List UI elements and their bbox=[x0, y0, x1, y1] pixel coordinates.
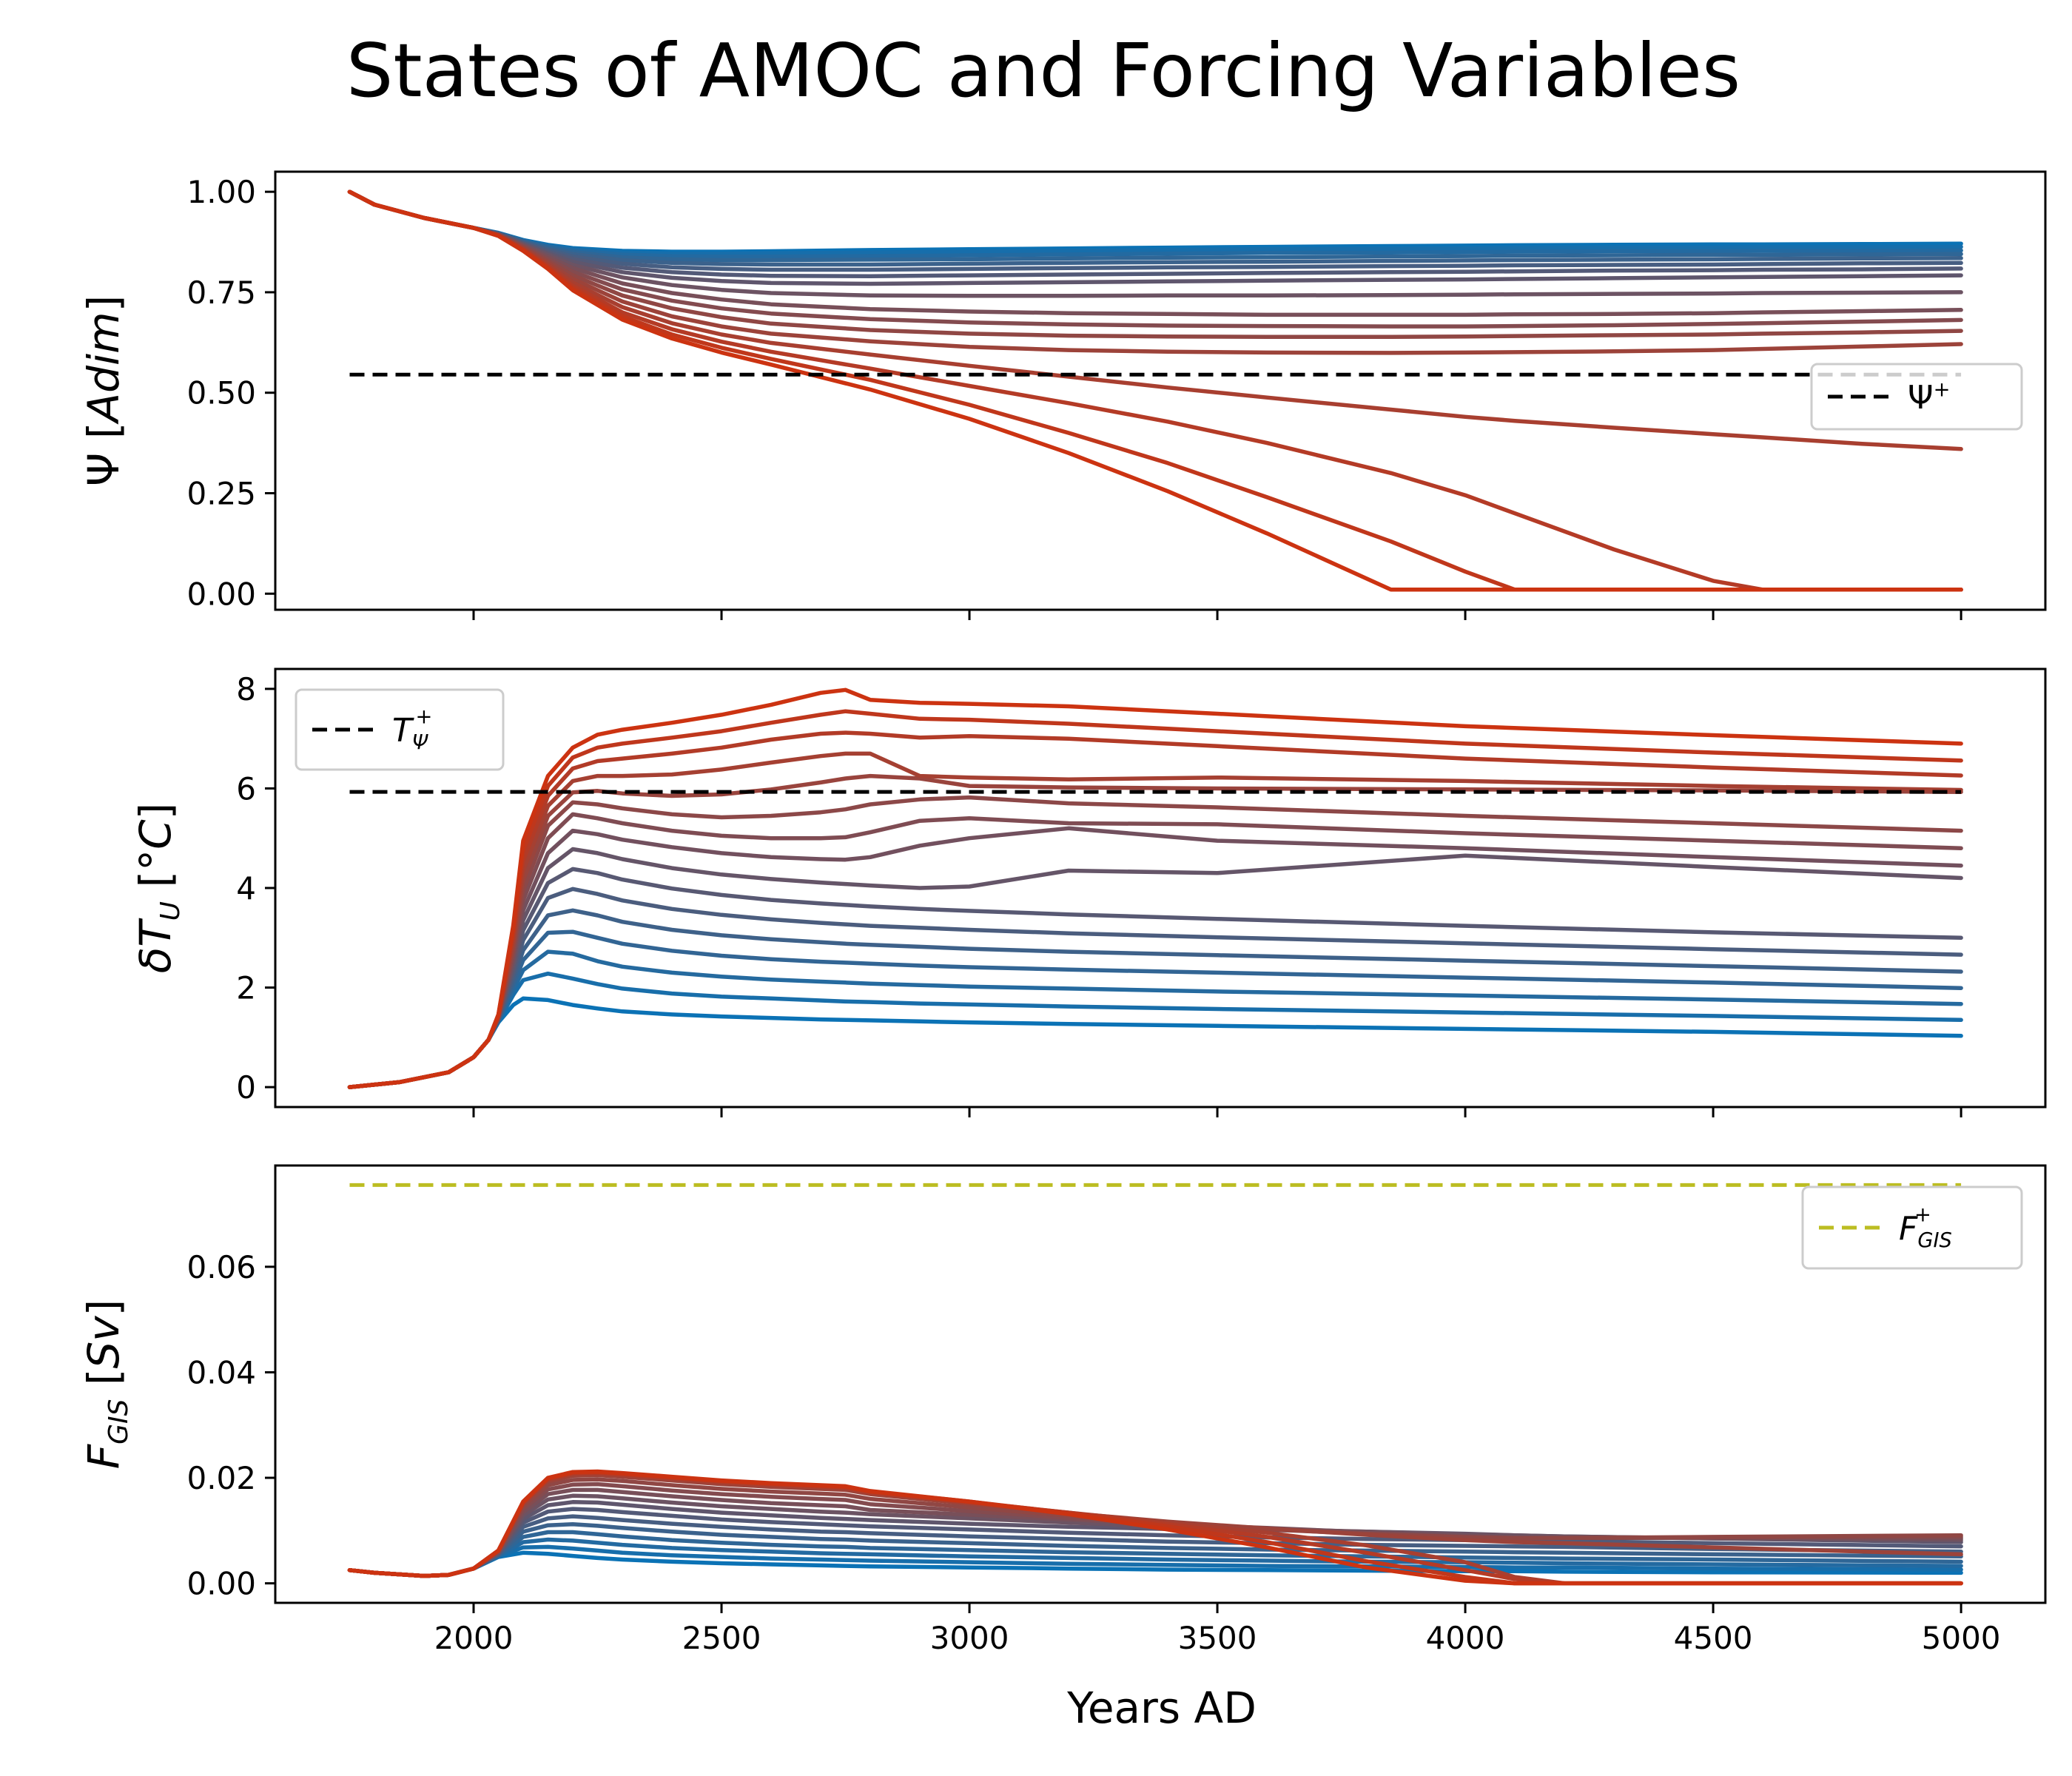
legend-box-bottom bbox=[1801, 1185, 2023, 1270]
legend-label-sup: + bbox=[1934, 379, 1951, 402]
x-tick-label-3500: 3500 bbox=[1178, 1620, 1257, 1656]
y-tick-label-bottom-3: 0.06 bbox=[186, 1249, 256, 1285]
legend-middle: TΨ + bbox=[295, 688, 505, 771]
x-tick-label-4000: 4000 bbox=[1426, 1620, 1505, 1656]
series-line-bottom-17 bbox=[347, 1469, 1963, 1586]
legend-label-sub: Ψ bbox=[412, 731, 428, 754]
y-axis-label-bottom-close: ] bbox=[78, 1299, 129, 1316]
y-axis-label-bottom-f: F bbox=[78, 1443, 129, 1469]
legend-bottom: FGIS + bbox=[1801, 1185, 2023, 1270]
panel-bottom: 2000 2500 3000 3500 4000 4500 5000 0.00 0.02 0.04… bbox=[78, 1164, 2047, 1656]
legend-label-sub: GIS bbox=[1917, 1229, 1951, 1252]
y-axis-label-middle-c: C bbox=[130, 819, 181, 850]
legend-top: Ψ+ bbox=[1810, 363, 2023, 431]
y-tick-label-bottom-1: 0.02 bbox=[186, 1460, 256, 1496]
figure-title: States of AMOC and Forcing Variables bbox=[346, 27, 1740, 114]
legend-label-sup: + bbox=[415, 705, 432, 728]
y-axis-label-middle-sub: U bbox=[155, 901, 186, 921]
y-tick-label-top-3: 0.75 bbox=[186, 275, 256, 311]
x-tick-label-5000: 5000 bbox=[1922, 1620, 2001, 1656]
y-axis-label-bottom: FGIS [Sv] bbox=[78, 1299, 134, 1470]
x-tick-label-2000: 2000 bbox=[434, 1620, 514, 1656]
y-tick-label-middle-4: 8 bbox=[236, 671, 256, 707]
series-lines-middle bbox=[347, 687, 1963, 1089]
legend-label-base: T bbox=[392, 712, 414, 750]
series-lines-top bbox=[347, 189, 1963, 592]
series-line-middle-16 bbox=[347, 687, 1963, 1089]
y-tick-label-top-4: 1.00 bbox=[186, 174, 256, 210]
axes-frame-top bbox=[274, 170, 2047, 611]
y-axis-label-middle-dt: δT bbox=[130, 918, 181, 973]
legend-label-bottom: FGIS + bbox=[1899, 1203, 1952, 1251]
y-axis-label-middle-close: ] bbox=[130, 803, 181, 820]
y-axis-label-middle-unit: [° bbox=[130, 850, 181, 901]
y-tick-label-bottom-2: 0.04 bbox=[186, 1354, 256, 1390]
y-tick-label-top-1: 0.25 bbox=[186, 475, 256, 511]
x-tick-label-4500: 4500 bbox=[1674, 1620, 1753, 1656]
legend-label-middle: TΨ + bbox=[392, 705, 432, 753]
y-tick-label-middle-0: 0 bbox=[236, 1069, 256, 1106]
legend-box-top bbox=[1810, 363, 2023, 431]
y-tick-label-top-2: 0.50 bbox=[186, 375, 256, 411]
axes-frame-bottom bbox=[274, 1164, 2047, 1604]
legend-label-top: Ψ+ bbox=[1908, 379, 1951, 417]
x-tick-label-2500: 2500 bbox=[682, 1620, 761, 1656]
y-tick-label-bottom-0: 0.00 bbox=[186, 1566, 256, 1602]
series-lines-bottom bbox=[347, 1183, 1963, 1586]
legend-label-base: F bbox=[1899, 1210, 1918, 1248]
y-axis-label-bottom-sub: GIS bbox=[104, 1399, 134, 1444]
series-line-top-17 bbox=[347, 189, 1963, 592]
y-tick-label-middle-1: 2 bbox=[236, 970, 256, 1006]
y-axis-label-bottom-sv: Sv bbox=[78, 1315, 129, 1369]
y-tick-label-middle-2: 4 bbox=[236, 870, 256, 906]
y-axis-label-top-close: ] bbox=[78, 295, 129, 312]
y-axis-label-top-psi: Ψ [ bbox=[78, 423, 129, 487]
panel-top: 0.00 0.25 0.50 0.75 1.00 Ψ [Adim] Ψ+ bbox=[78, 170, 2047, 620]
legend-label-base: Ψ bbox=[1908, 379, 1934, 417]
y-axis-label-top: Ψ [Adim] bbox=[78, 295, 129, 486]
y-axis-label-bottom-unit: [ bbox=[78, 1369, 129, 1399]
legend-box-middle bbox=[295, 688, 505, 771]
y-axis-label-top-unit: Adim bbox=[78, 312, 129, 425]
x-tick-label-3000: 3000 bbox=[930, 1620, 1009, 1656]
y-tick-label-top-0: 0.00 bbox=[186, 576, 256, 612]
panel-middle: 0 2 4 6 8 δTU [°C] TΨ + bbox=[130, 667, 2047, 1117]
legend-label-sup: + bbox=[1914, 1203, 1931, 1226]
x-axis-label: Years AD bbox=[1066, 1683, 1257, 1733]
y-tick-label-middle-3: 6 bbox=[236, 770, 256, 807]
y-axis-label-middle: δTU [°C] bbox=[130, 803, 186, 973]
